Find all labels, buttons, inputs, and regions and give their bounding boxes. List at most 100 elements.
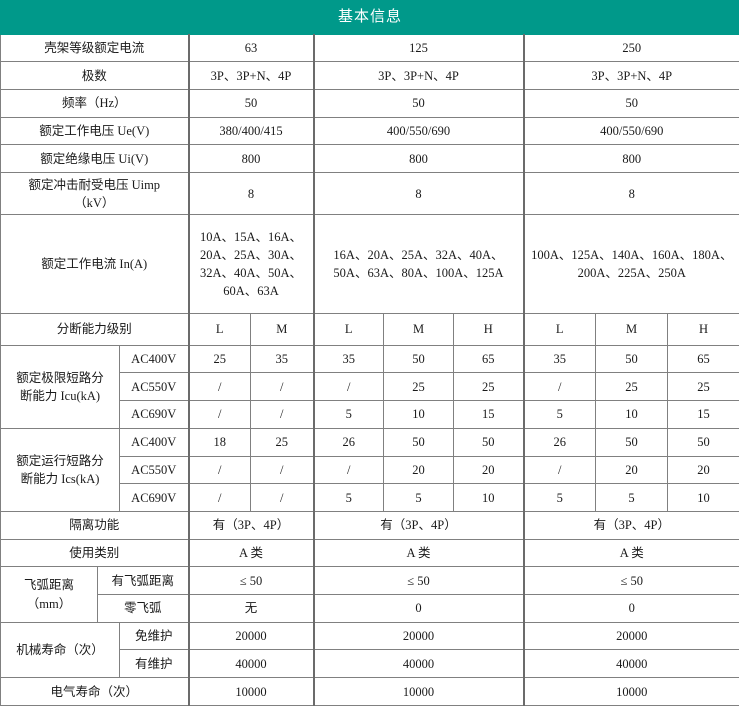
row-label-electrical-life: 电气寿命（次） (0, 677, 189, 706)
row-frame-current: 壳架等级额定电流 63 125 250 (0, 33, 739, 63)
ics-ac690v-250-H: 10 (666, 483, 739, 512)
row-mechanical-life-maintenance-free: 机械寿命（次） 免维护 20000 20000 20000 (0, 621, 739, 679)
cell-arc-zero-125: 0 (312, 594, 524, 623)
cell-mech-free-125: 20000 (312, 621, 524, 651)
row-label-poles: 极数 (0, 61, 189, 90)
row-label-mechanical-life: 机械寿命（次） (0, 621, 120, 679)
grade-250-L: L (522, 312, 596, 346)
banner-title: 基本信息 (0, 0, 739, 35)
ics-voltage-ac550v: AC550V (119, 455, 189, 485)
icu-ac690v-63-L: / (187, 400, 251, 429)
cell-in-250: 100A、125A、140A、160A、180A、200A、225A、250A (522, 214, 739, 314)
icu-ac400v-125-L: 35 (312, 344, 384, 374)
table-banner-row: 基本信息 (0, 0, 739, 35)
cell-arc-zero-250: 0 (522, 594, 739, 623)
ics-ac690v-250-L: 5 (522, 483, 596, 512)
row-label-frame-current: 壳架等级额定电流 (0, 33, 189, 63)
icu-ac550v-250-M: 25 (595, 372, 668, 402)
icu-ac690v-125-L: 5 (312, 400, 384, 429)
ics-ac400v-125-M: 50 (383, 427, 454, 457)
cell-arc-zero-63: 无 (187, 594, 314, 623)
row-frequency: 频率（Hz） 50 50 50 (0, 89, 739, 118)
cell-usage-250: A 类 (522, 538, 739, 568)
icu-ac400v-125-M: 50 (383, 344, 454, 374)
cell-mech-free-63: 20000 (187, 621, 314, 651)
row-label-usage-category: 使用类别 (0, 538, 189, 568)
cell-electrical-life-250: 10000 (522, 677, 739, 706)
icu-ac690v-250-M: 10 (595, 400, 668, 429)
row-label-uimp-line2: （kV） (74, 195, 115, 210)
ics-ac550v-125-H: 20 (453, 455, 524, 485)
icu-ac400v-63-M: 35 (250, 344, 314, 374)
cell-mech-maintained-63: 40000 (187, 649, 314, 679)
ics-ac550v-125-M: 20 (383, 455, 454, 485)
row-rated-impulse-voltage: 额定冲击耐受电压 Uimp （kV） 8 8 8 (0, 172, 739, 216)
cell-mech-free-250: 20000 (522, 621, 739, 651)
row-poles: 极数 3P、3P+N、4P 3P、3P+N、4P 3P、3P+N、4P (0, 61, 739, 90)
row-label-ics-line1: 额定运行短路分 (16, 453, 104, 468)
icu-ac690v-125-H: 15 (453, 400, 524, 429)
ics-voltage-ac690v: AC690V (119, 483, 189, 512)
cell-frequency-125: 50 (312, 89, 524, 118)
row-ics-ac400v: 额定运行短路分 断能力 Ics(kA) AC400V 18 25 26 50 5… (0, 427, 739, 512)
cell-arc-with-250: ≤ 50 (522, 566, 739, 596)
row-label-isolation: 隔离功能 (0, 510, 189, 540)
row-label-ue: 额定工作电压 Ue(V) (0, 116, 189, 146)
row-label-breaking-grade: 分断能力级别 (0, 312, 189, 346)
row-label-icu-line2: 断能力 Icu(kA) (19, 388, 101, 403)
ics-ac690v-125-L: 5 (312, 483, 384, 512)
row-arc-distance-with: 飞弧距离 （mm） 有飞弧距离 ≤ 50 ≤ 50 ≤ 50 (0, 566, 739, 623)
row-label-ui: 额定绝缘电压 Ui(V) (0, 144, 189, 174)
row-icu-ac400v: 额定极限短路分 断能力 Icu(kA) AC400V 25 35 35 50 6… (0, 344, 739, 429)
grade-250-M: M (595, 312, 668, 346)
grade-63-M: M (250, 312, 314, 346)
row-label-arc-distance-line2: （mm） (26, 596, 72, 611)
cell-ue-125: 400/550/690 (312, 116, 524, 146)
row-isolation: 隔离功能 有（3P、4P） 有（3P、4P） 有（3P、4P） (0, 510, 739, 540)
icu-ac550v-125-H: 25 (453, 372, 524, 402)
cell-poles-125: 3P、3P+N、4P (312, 61, 524, 90)
icu-ac400v-250-H: 65 (666, 344, 739, 374)
row-label-icu-line1: 额定极限短路分 (16, 370, 104, 385)
ics-ac400v-125-H: 50 (453, 427, 524, 457)
icu-ac550v-250-H: 25 (666, 372, 739, 402)
icu-voltage-ac690v: AC690V (119, 400, 189, 429)
ics-ac400v-250-L: 26 (522, 427, 596, 457)
row-label-ics-line2: 断能力 Ics(kA) (20, 471, 100, 486)
cell-isolation-125: 有（3P、4P） (312, 510, 524, 540)
cell-uimp-250: 8 (522, 172, 739, 216)
grade-125-L: L (312, 312, 384, 346)
arc-sublabel-with: 有飞弧距离 (97, 566, 189, 596)
row-label-icu: 额定极限短路分 断能力 Icu(kA) (0, 344, 120, 429)
cell-ue-63: 380/400/415 (187, 116, 314, 146)
icu-ac550v-63-L: / (187, 372, 251, 402)
row-label-uimp-line1: 额定冲击耐受电压 Uimp (28, 177, 161, 192)
mechanical-sublabel-free: 免维护 (119, 621, 189, 651)
icu-voltage-ac400v: AC400V (119, 344, 189, 374)
cell-mech-maintained-125: 40000 (312, 649, 524, 679)
icu-ac690v-250-H: 15 (666, 400, 739, 429)
icu-ac550v-125-L: / (312, 372, 384, 402)
icu-ac400v-250-M: 50 (595, 344, 668, 374)
cell-arc-with-63: ≤ 50 (187, 566, 314, 596)
row-electrical-life: 电气寿命（次） 10000 10000 10000 (0, 677, 739, 706)
grade-125-M: M (383, 312, 454, 346)
row-label-uimp: 额定冲击耐受电压 Uimp （kV） (0, 172, 189, 216)
icu-voltage-ac550v: AC550V (119, 372, 189, 402)
cell-electrical-life-63: 10000 (187, 677, 314, 706)
row-label-arc-distance: 飞弧距离 （mm） (0, 566, 98, 623)
icu-ac690v-63-M: / (250, 400, 314, 429)
cell-ui-250: 800 (522, 144, 739, 174)
grade-125-H: H (453, 312, 524, 346)
cell-frame-current-63: 63 (187, 33, 314, 63)
icu-ac690v-125-M: 10 (383, 400, 454, 429)
cell-in-125: 16A、20A、25A、32A、40A、50A、63A、80A、100A、125… (312, 214, 524, 314)
row-label-arc-distance-line1: 飞弧距离 (23, 578, 74, 593)
ics-ac550v-63-L: / (187, 455, 251, 485)
ics-ac550v-250-L: / (522, 455, 596, 485)
ics-ac690v-125-M: 5 (383, 483, 454, 512)
cell-isolation-250: 有（3P、4P） (522, 510, 739, 540)
cell-frequency-250: 50 (522, 89, 739, 118)
cell-isolation-63: 有（3P、4P） (187, 510, 314, 540)
